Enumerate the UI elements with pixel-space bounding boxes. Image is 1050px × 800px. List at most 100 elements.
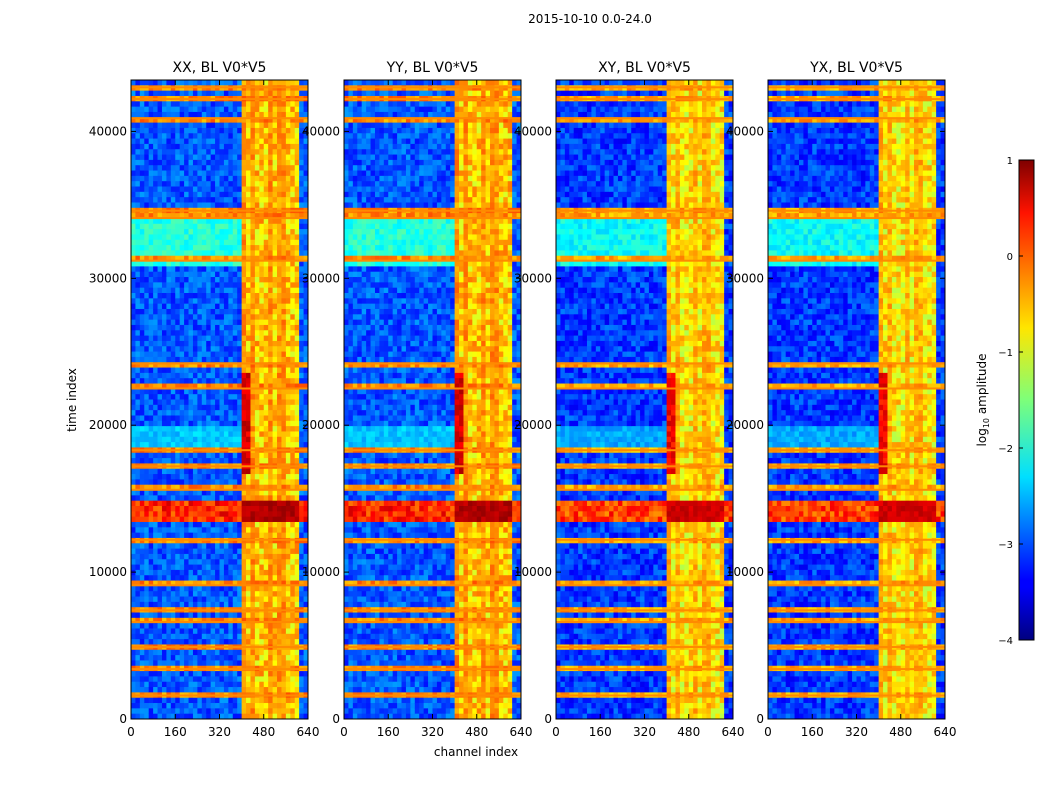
heatmap-cell: [135, 122, 141, 129]
heatmap-cell: [153, 287, 158, 294]
heatmap-cell: [272, 250, 278, 257]
heatmap-cell: [254, 346, 260, 352]
heatmap-cell: [161, 553, 167, 560]
heatmap-cell: [268, 591, 273, 597]
heatmap-cell: [250, 655, 256, 661]
heatmap-cell: [241, 308, 247, 315]
heatmap-cell: [201, 298, 207, 305]
heatmap-cell: [206, 575, 212, 581]
heatmap-cell: [210, 431, 216, 438]
heatmap-cell: [184, 649, 189, 656]
heatmap-cell: [201, 580, 207, 587]
heatmap-cell: [161, 559, 167, 565]
heatmap-cell: [206, 372, 212, 379]
heatmap-cell: [135, 612, 141, 619]
heatmap-cell: [157, 617, 163, 624]
heatmap-cell: [303, 399, 309, 406]
heatmap-cell: [184, 245, 189, 251]
heatmap-cell: [131, 159, 136, 166]
heatmap-cell: [250, 303, 256, 310]
heatmap-cell: [135, 495, 141, 502]
heatmap-cell: [175, 383, 181, 390]
heatmap-cell: [263, 394, 269, 400]
heatmap-cell: [250, 154, 256, 161]
heatmap-cell: [290, 80, 296, 86]
heatmap-cell: [263, 266, 269, 273]
heatmap-cell: [139, 442, 145, 448]
heatmap-cell: [170, 255, 176, 262]
heatmap-cell: [348, 175, 354, 182]
heatmap-cell: [254, 681, 260, 688]
heatmap-cell: [219, 378, 225, 384]
heatmap-cell: [344, 282, 349, 289]
heatmap-cell: [268, 511, 273, 518]
heatmap-cell: [272, 500, 278, 507]
heatmap-cell: [153, 708, 158, 715]
heatmap-cell: [268, 548, 273, 555]
heatmap-cell: [153, 564, 158, 571]
heatmap-cell: [344, 506, 349, 512]
heatmap-cell: [170, 596, 176, 603]
heatmap-cell: [228, 527, 234, 534]
heatmap-cell: [153, 495, 158, 502]
heatmap-cell: [197, 149, 203, 155]
heatmap-cell: [161, 596, 167, 603]
heatmap-cell: [197, 165, 203, 171]
heatmap-cell: [219, 138, 225, 145]
heatmap-cell: [344, 175, 349, 182]
heatmap-cell: [232, 399, 238, 406]
heatmap-cell: [153, 255, 158, 262]
heatmap-cell: [135, 186, 141, 193]
heatmap-cell: [277, 458, 282, 464]
heatmap-cell: [259, 415, 265, 422]
heatmap-cell: [210, 649, 216, 656]
heatmap-cell: [285, 585, 291, 592]
heatmap-cell: [215, 106, 220, 113]
heatmap-cell: [179, 596, 185, 603]
heatmap-cell: [246, 101, 251, 108]
heatmap-cell: [197, 271, 203, 278]
heatmap-cell: [153, 537, 158, 544]
heatmap-cell: [237, 687, 243, 693]
heatmap-cell: [303, 676, 309, 683]
heatmap-cell: [206, 383, 212, 390]
heatmap-cell: [232, 234, 238, 241]
heatmap-cell: [299, 426, 304, 432]
heatmap-cell: [144, 213, 150, 219]
heatmap-cell: [215, 404, 220, 411]
heatmap-cell: [303, 245, 309, 251]
heatmap-cell: [192, 111, 198, 118]
heatmap-cell: [268, 255, 273, 262]
heatmap-cell: [232, 612, 238, 619]
heatmap-cell: [263, 234, 269, 241]
heatmap-cell: [223, 324, 229, 331]
heatmap-cell: [157, 133, 163, 139]
heatmap-cell: [281, 378, 287, 384]
heatmap-cell: [157, 559, 163, 565]
heatmap-cell: [153, 633, 158, 640]
heatmap-cell: [259, 293, 265, 299]
heatmap-cell: [215, 484, 220, 491]
heatmap-cell: [144, 617, 150, 624]
heatmap-cell: [184, 319, 189, 326]
heatmap-cell: [197, 479, 203, 486]
heatmap-cell: [131, 143, 136, 150]
heatmap-cell: [157, 649, 163, 656]
heatmap-cell: [344, 628, 349, 635]
heatmap-cell: [192, 335, 198, 342]
heatmap-cell: [184, 362, 189, 368]
heatmap-cell: [153, 175, 158, 182]
heatmap-cell: [179, 521, 185, 528]
heatmap-cell: [241, 282, 247, 289]
heatmap-cell: [250, 431, 256, 438]
heatmap-cell: [285, 308, 291, 315]
heatmap-cell: [157, 564, 163, 571]
heatmap-cell: [135, 681, 141, 688]
heatmap-cell: [277, 697, 282, 704]
heatmap-cell: [285, 282, 291, 289]
heatmap-cell: [259, 511, 265, 518]
heatmap-cell: [232, 713, 238, 720]
heatmap-cell: [175, 106, 181, 113]
heatmap-cell: [223, 521, 229, 528]
heatmap-cell: [188, 282, 194, 289]
